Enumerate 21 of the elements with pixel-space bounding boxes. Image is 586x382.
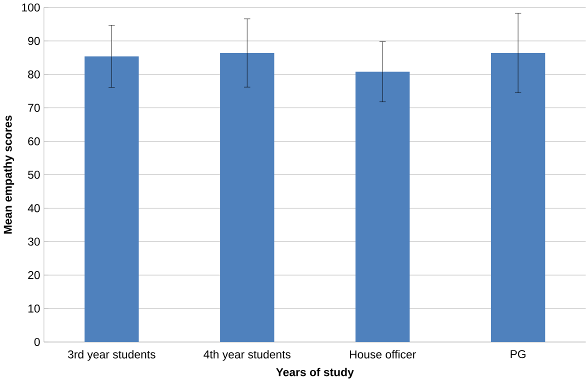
x-tick-label: 4th year students: [204, 350, 291, 361]
y-tick-label: 100: [22, 3, 40, 12]
y-tick-label: 20: [28, 271, 40, 280]
bar: [490, 53, 546, 342]
y-tick-label: 30: [28, 238, 40, 246]
x-tick-label: PG: [510, 350, 526, 358]
y-tick-label: 40: [28, 204, 40, 212]
x-tick-label: 3rd year students: [68, 350, 156, 361]
y-tick-label: 90: [28, 36, 40, 46]
bar: [220, 53, 274, 342]
y-tick-label: 50: [28, 170, 40, 179]
y-tick-label: 80: [28, 70, 40, 78]
y-tick-label: 70: [28, 104, 40, 112]
x-axis-title: Years of study: [276, 368, 354, 378]
bar: [84, 56, 139, 342]
bar: [356, 72, 410, 342]
y-tick-label: 0: [34, 338, 40, 346]
y-axis-title: Mean empathy scores: [3, 116, 14, 234]
x-tick-label: House officer: [350, 350, 416, 358]
y-tick-label: 60: [28, 137, 40, 146]
y-tick-label: 10: [28, 304, 40, 313]
